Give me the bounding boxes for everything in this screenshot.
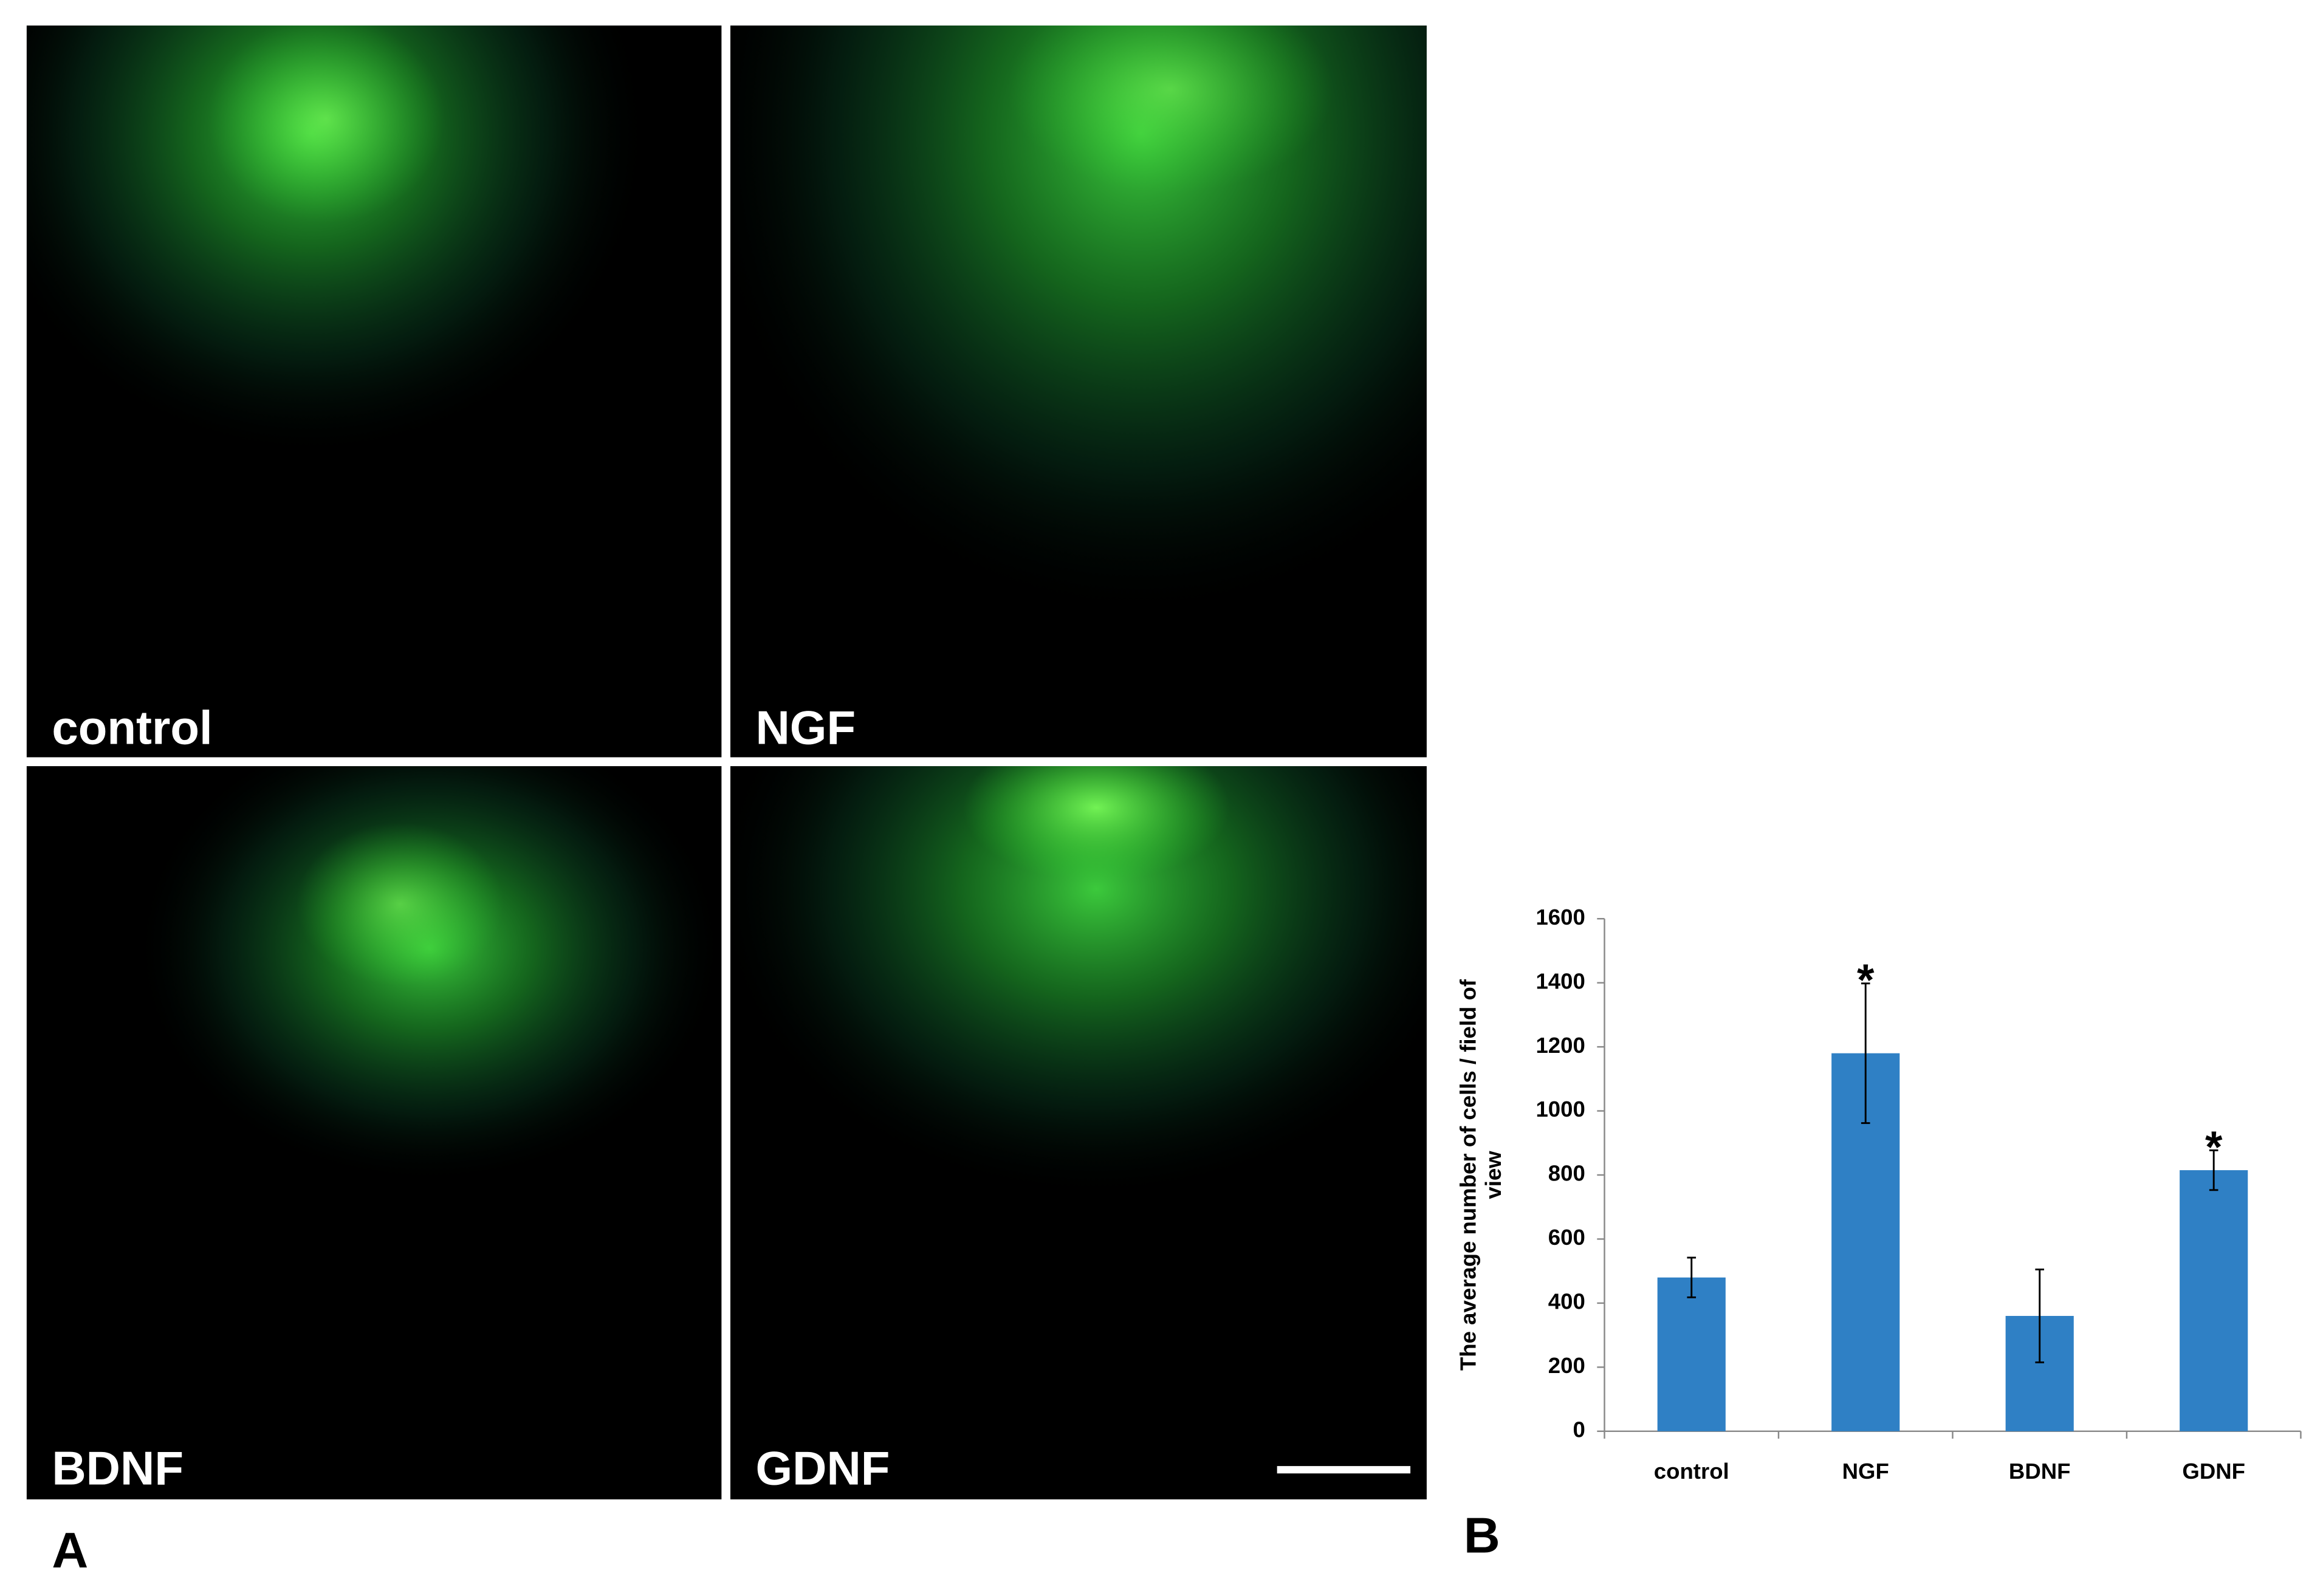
y-axis-label-line: view: [1481, 1151, 1506, 1199]
figure-label: B: [1464, 1507, 1500, 1564]
error-bar: [2209, 1149, 2218, 1191]
panel-label: GDNF: [755, 1442, 890, 1495]
figure-label: A: [52, 1522, 88, 1578]
y-tick-label: 1400: [1536, 968, 1585, 993]
significance-marker: *: [2205, 1123, 2223, 1172]
y-tick-label: 600: [1548, 1225, 1585, 1250]
y-tick-label: 1000: [1536, 1097, 1585, 1122]
y-axis-label-line: The average number of cells / field of: [1455, 979, 1480, 1371]
micrograph-panel: NGF: [730, 26, 1427, 758]
panel-label: NGF: [755, 701, 856, 755]
y-axis-label: The average number of cells / field ofvi…: [1455, 979, 1505, 1371]
y-tick-label: 400: [1548, 1289, 1585, 1314]
x-tick-label: NGF: [1842, 1459, 1889, 1484]
significance-marker: *: [1857, 956, 1875, 1005]
bar: [1657, 1277, 1726, 1431]
x-tick-label: BDNF: [2009, 1459, 2071, 1484]
error-bar: [2035, 1269, 2045, 1363]
error-bar: [1861, 982, 1870, 1125]
y-tick-label: 200: [1548, 1353, 1585, 1378]
micrograph-panel: GDNF: [730, 766, 1427, 1499]
y-tick-label: 1600: [1536, 905, 1585, 930]
micrograph-panel: control: [26, 26, 722, 758]
x-tick-label: GDNF: [2182, 1459, 2245, 1484]
micrograph-panel: BDNF: [26, 766, 722, 1499]
panel-label: BDNF: [52, 1442, 184, 1495]
bar: [2180, 1170, 2248, 1431]
panel-label: control: [52, 701, 212, 755]
error-bar: [1687, 1256, 1697, 1298]
bar-chart: 0 200 400 600 800 1000 1200 1400 1600 The average…: [1455, 905, 2302, 1484]
y-tick-label: 1200: [1536, 1033, 1585, 1058]
y-tick-label: 0: [1573, 1417, 1585, 1442]
x-tick-label: control: [1654, 1459, 1729, 1484]
y-tick-label: 800: [1548, 1161, 1585, 1186]
